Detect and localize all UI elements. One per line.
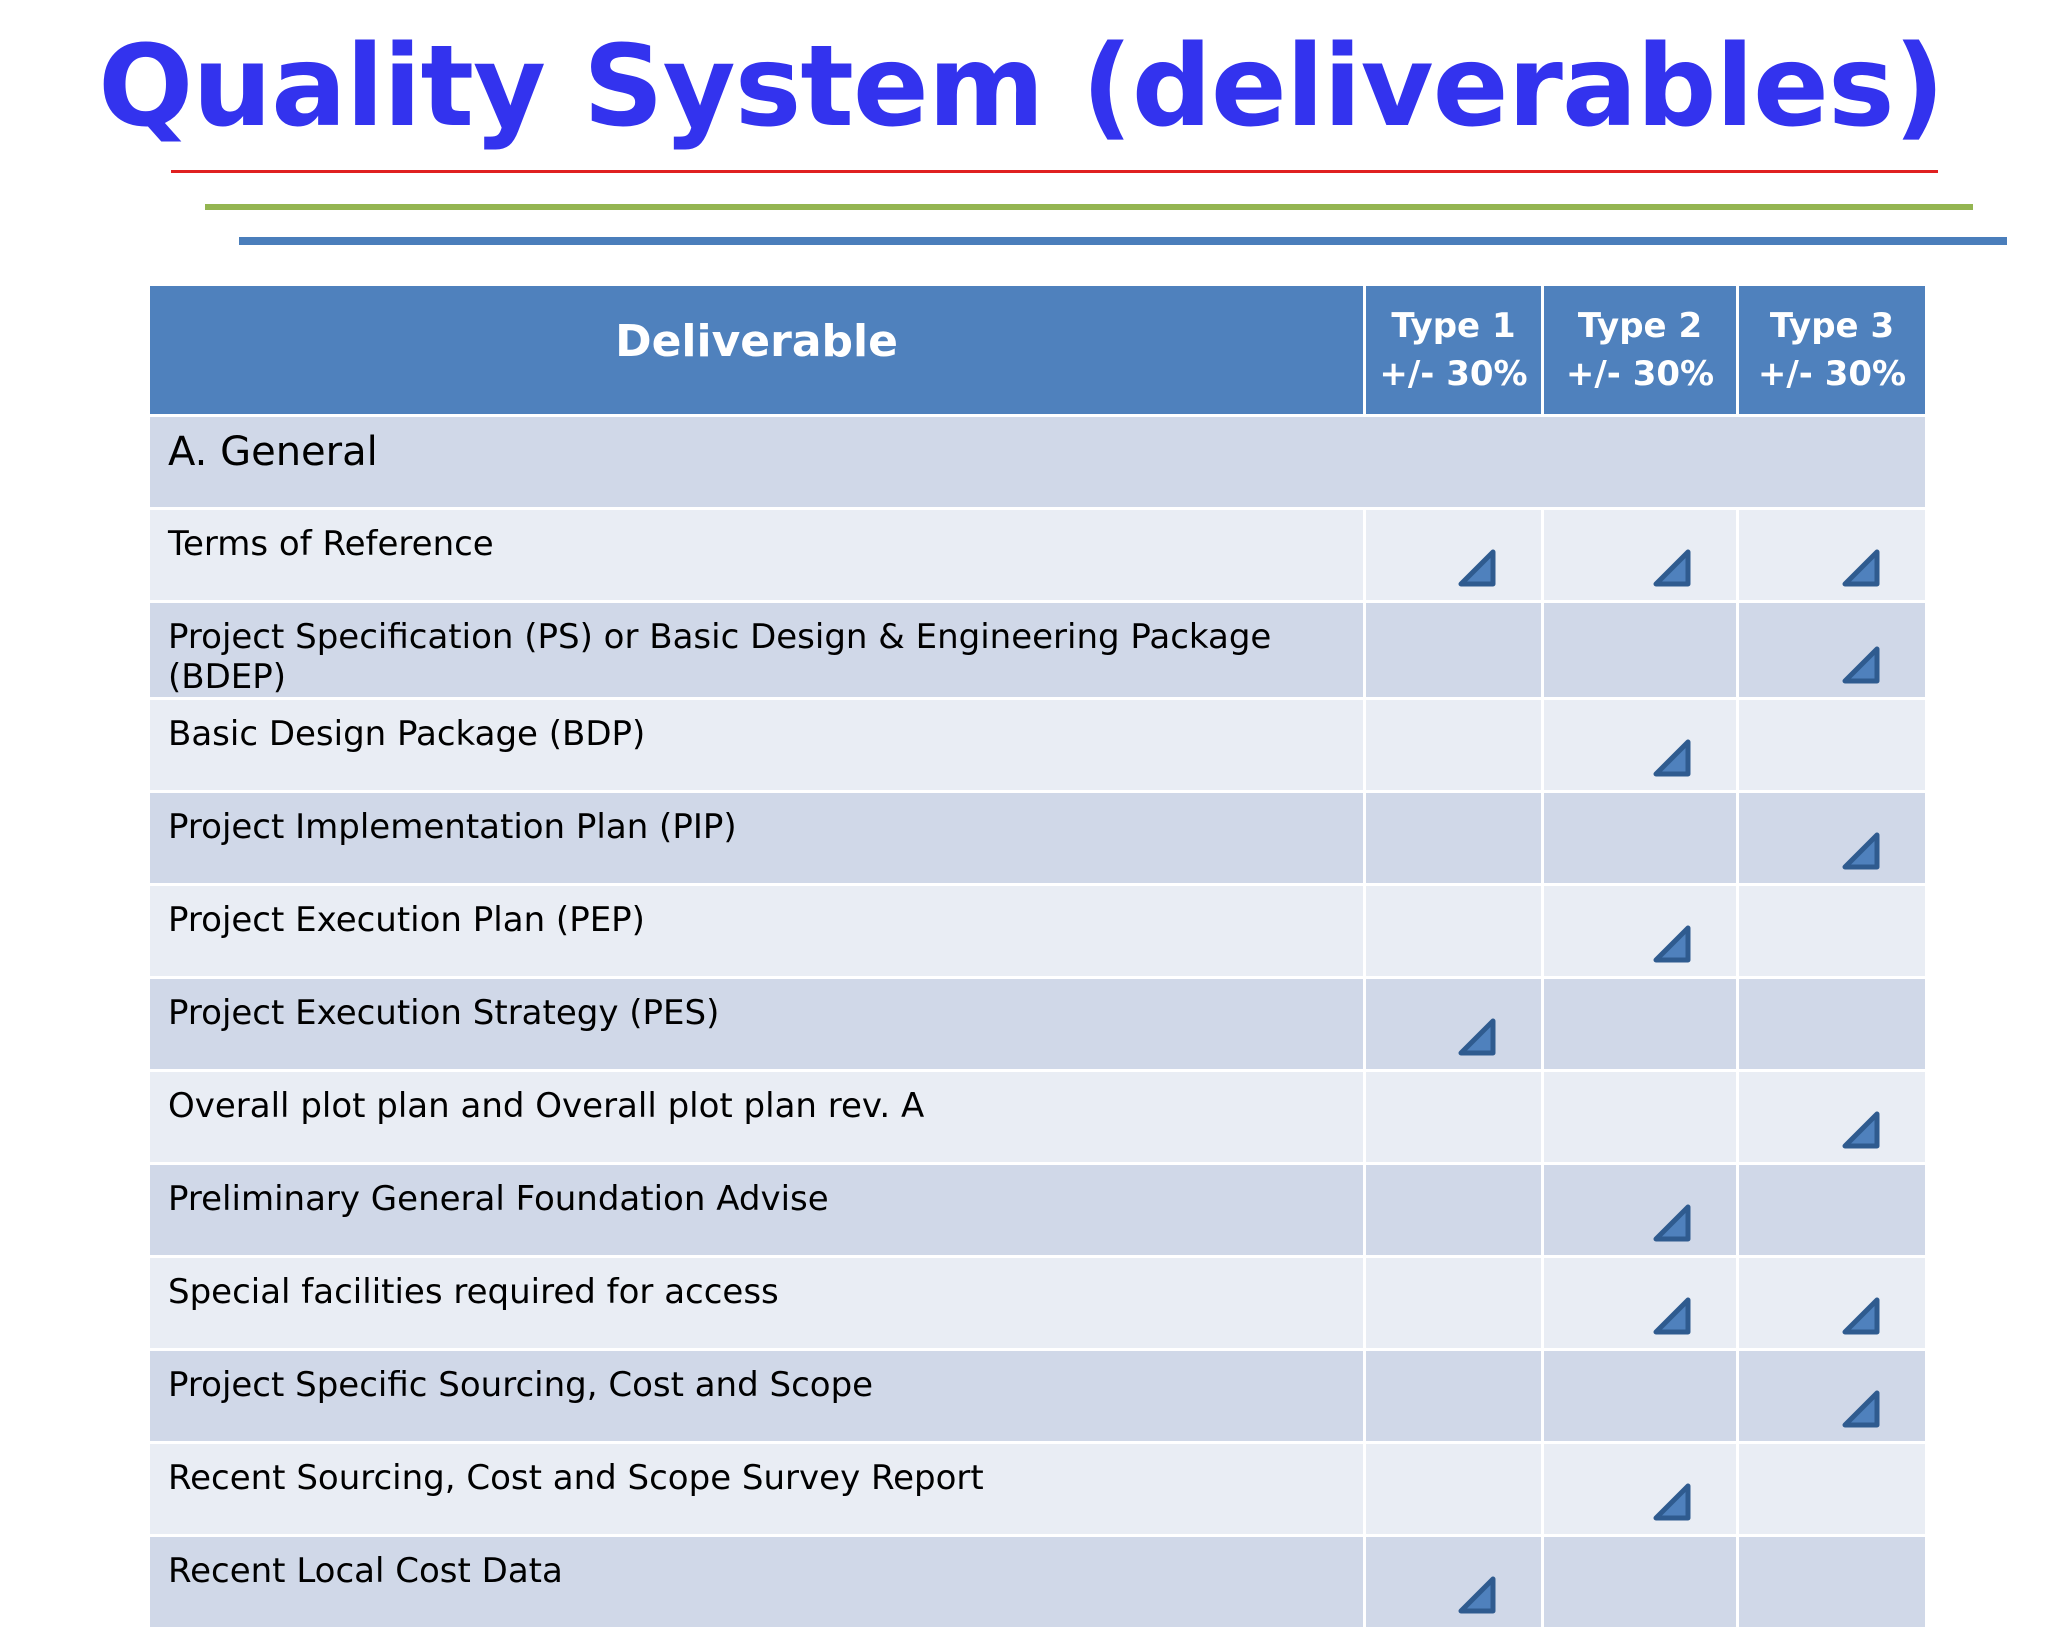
section-label: A. General [147,414,1928,510]
deliverable-label: Recent Sourcing, Cost and Scope Survey R… [147,1441,1366,1537]
triangle-check-icon [1841,1389,1881,1429]
type-2-cell [1541,1069,1739,1165]
deliverables-table: Deliverable Type 1 +/- 30% Type 2 +/- 30% … [147,286,1928,1630]
deliverable-label: Project Specification (PS) or Basic Desi… [147,600,1366,700]
deliverable-label: Basic Design Package (BDP) [147,697,1366,793]
deliverable-label: Recent Local Cost Data [147,1534,1366,1630]
type-2-cell [1541,697,1739,793]
deliverable-label: Project Execution Strategy (PES) [147,976,1366,1072]
header-type-accuracy: +/- 30% [1565,354,1715,394]
type-1-cell [1363,976,1544,1072]
triangle-check-icon [1457,548,1497,588]
divider-blue [239,237,2007,245]
triangle-check-icon [1652,1482,1692,1522]
deliverable-label: Project Execution Plan (PEP) [147,883,1366,979]
table-row: Project Execution Plan (PEP) [147,883,1928,979]
type-1-cell [1363,1534,1544,1630]
type-2-cell [1541,600,1739,700]
triangle-check-icon [1652,924,1692,964]
triangle-check-icon [1841,1296,1881,1336]
type-3-cell [1736,507,1928,603]
type-3-cell [1736,1162,1928,1258]
type-3-cell [1736,976,1928,1072]
type-3-cell [1736,1534,1928,1630]
table-row: Terms of Reference [147,507,1928,603]
section-row: A. General [147,414,1928,510]
triangle-check-icon [1841,831,1881,871]
triangle-check-icon [1841,548,1881,588]
header-deliverable: Deliverable [147,286,1366,417]
type-2-cell [1541,976,1739,1072]
header-type-1: Type 1 +/- 30% [1363,286,1544,417]
triangle-check-icon [1457,1575,1497,1615]
type-1-cell [1363,883,1544,979]
header-type-accuracy: +/- 30% [1379,354,1528,394]
type-3-cell [1736,1348,1928,1444]
type-2-cell [1541,1534,1739,1630]
header-type-label: Type 3 [1769,306,1895,346]
type-3-cell [1736,697,1928,793]
deliverable-label: Project Implementation Plan (PIP) [147,790,1366,886]
type-3-cell [1736,1441,1928,1537]
header-type-3: Type 3 +/- 30% [1736,286,1928,417]
triangle-check-icon [1841,1110,1881,1150]
header-type-label: Type 2 [1577,306,1703,346]
table-row: Recent Sourcing, Cost and Scope Survey R… [147,1441,1928,1537]
type-1-cell [1363,1441,1544,1537]
type-2-cell [1541,1255,1739,1351]
deliverable-label: Special facilities required for access [147,1255,1366,1351]
type-3-cell [1736,883,1928,979]
table-row: Project Implementation Plan (PIP) [147,790,1928,886]
deliverable-label: Terms of Reference [147,507,1366,603]
type-1-cell [1363,1348,1544,1444]
type-2-cell [1541,507,1739,603]
table-row: Project Specific Sourcing, Cost and Scop… [147,1348,1928,1444]
table-row: Special facilities required for access [147,1255,1928,1351]
type-1-cell [1363,790,1544,886]
slide-title: Quality System (deliverables) [98,22,1945,152]
type-2-cell [1541,1162,1739,1258]
divider-green [205,204,1973,210]
triangle-check-icon [1841,645,1881,685]
header-type-accuracy: +/- 30% [1757,354,1907,394]
table-row: Recent Local Cost Data [147,1534,1928,1630]
deliverable-label: Preliminary General Foundation Advise [147,1162,1366,1258]
divider-red [171,170,1938,173]
type-3-cell [1736,1069,1928,1165]
header-type-label: Type 1 [1391,306,1516,346]
type-1-cell [1363,600,1544,700]
triangle-check-icon [1457,1017,1497,1057]
table-row: Project Execution Strategy (PES) [147,976,1928,1072]
type-2-cell [1541,1348,1739,1444]
type-1-cell [1363,697,1544,793]
triangle-check-icon [1652,548,1692,588]
type-3-cell [1736,600,1928,700]
header-type-2: Type 2 +/- 30% [1541,286,1739,417]
table-row: Preliminary General Foundation Advise [147,1162,1928,1258]
table-row: Project Specification (PS) or Basic Desi… [147,600,1928,700]
deliverable-label: Project Specific Sourcing, Cost and Scop… [147,1348,1366,1444]
triangle-check-icon [1652,738,1692,778]
type-3-cell [1736,790,1928,886]
type-3-cell [1736,1255,1928,1351]
type-1-cell [1363,1255,1544,1351]
type-1-cell [1363,1162,1544,1258]
type-2-cell [1541,883,1739,979]
triangle-check-icon [1652,1296,1692,1336]
table-row: Overall plot plan and Overall plot plan … [147,1069,1928,1165]
type-1-cell [1363,507,1544,603]
deliverable-label: Overall plot plan and Overall plot plan … [147,1069,1366,1165]
type-1-cell [1363,1069,1544,1165]
triangle-check-icon [1652,1203,1692,1243]
table-row: Basic Design Package (BDP) [147,697,1928,793]
type-2-cell [1541,1441,1739,1537]
table-header: Deliverable Type 1 +/- 30% Type 2 +/- 30% … [147,286,1928,417]
type-2-cell [1541,790,1739,886]
